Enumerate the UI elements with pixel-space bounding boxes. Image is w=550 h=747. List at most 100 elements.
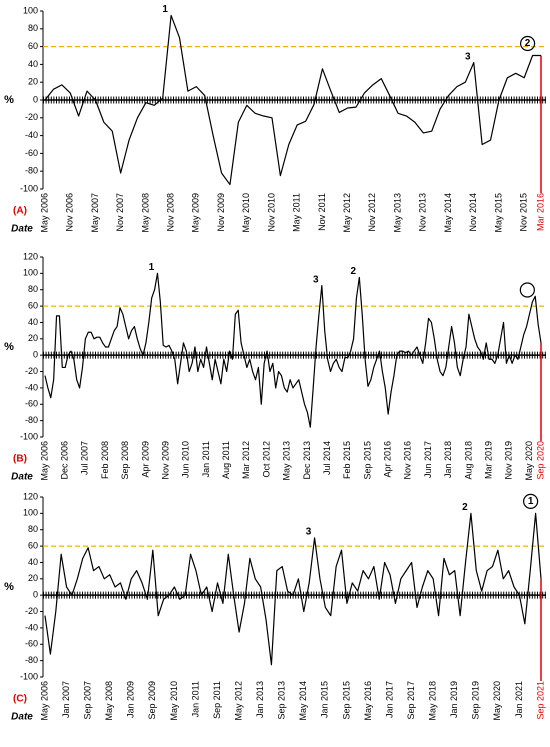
x-tick-label: Jan 2007 xyxy=(61,681,71,718)
x-tick-label: May 2016 xyxy=(363,681,373,721)
x-tick-label: Jan 2015 xyxy=(320,681,330,718)
x-tick-label: Aug 2018 xyxy=(463,441,473,480)
x-tick-label: Sep 2019 xyxy=(471,681,481,720)
x-tick-label: Nov 2013 xyxy=(418,193,428,232)
x-tick-label: Dec 2013 xyxy=(302,441,312,480)
y-tick-label: 60 xyxy=(28,540,38,550)
y-tick-label: 80 xyxy=(28,284,38,294)
x-tick-label: Nov 2016 xyxy=(403,441,413,480)
panel-label: (C) xyxy=(13,694,27,705)
x-tick-label: May 2006 xyxy=(39,193,49,233)
x-tick-label: May 2010 xyxy=(241,193,251,233)
x-tick-label: May 2006 xyxy=(39,441,49,481)
x-tick-label: Sep 2015 xyxy=(362,441,372,480)
x-tick-label: Nov 2014 xyxy=(468,193,478,232)
y-tick-label: -80 xyxy=(25,166,38,176)
y-tick-label: -20 xyxy=(25,366,38,376)
x-axis-label: Date xyxy=(11,712,33,723)
annotation: 2 xyxy=(462,502,468,513)
x-tick-label: Sep 2011 xyxy=(212,681,222,719)
x-tick-label: Sep 2017 xyxy=(406,681,416,720)
y-tick-label: -80 xyxy=(25,415,38,425)
x-tick-label: Jan 2019 xyxy=(449,681,459,718)
y-tick-label: 120 xyxy=(23,251,38,261)
x-tick-label: May 2020 xyxy=(492,681,502,721)
x-tick-label: Nov 2006 xyxy=(65,193,75,232)
y-tick-label: -60 xyxy=(25,399,38,409)
y-tick-label: 20 xyxy=(28,77,38,87)
x-tick-label: May 2010 xyxy=(169,681,179,721)
y-tick-label: 20 xyxy=(28,573,38,583)
x-tick-label: Nov 2009 xyxy=(160,441,170,480)
x-tick-label: Sep 2007 xyxy=(83,681,93,720)
x-tick-label: Sep 2009 xyxy=(147,681,157,720)
y-tick-label: -20 xyxy=(25,606,38,616)
x-tick-label: Nov 2015 xyxy=(519,193,529,232)
x-tick-label: Apr 2009 xyxy=(140,441,150,478)
y-tick-label: 80 xyxy=(28,524,38,534)
y-axis-label: % xyxy=(4,94,14,106)
x-tick-label: Feb 2008 xyxy=(100,441,110,479)
y-tick-label: 100 xyxy=(23,5,38,15)
x-tick-label: Jul 2014 xyxy=(322,441,332,475)
x-tick-label: Sep 2020 xyxy=(535,441,545,480)
annotation: 3 xyxy=(465,51,471,62)
y-tick-label: -40 xyxy=(25,622,38,632)
x-tick-label: May 2009 xyxy=(191,193,201,233)
x-tick-label: Nov 2012 xyxy=(367,193,377,232)
x-tick-label: May 2011 xyxy=(292,193,302,232)
x-tick-label: Mar 2012 xyxy=(241,441,251,479)
y-tick-label: -40 xyxy=(25,382,38,392)
annotation-circle xyxy=(523,493,539,509)
annotation: 1 xyxy=(528,496,534,507)
y-tick-label: 40 xyxy=(28,317,38,327)
y-axis-label: % xyxy=(4,341,14,353)
x-tick-label: Jan 2009 xyxy=(126,681,136,718)
x-tick-label: Aug 2011 xyxy=(221,441,231,479)
x-tick-label: May 2006 xyxy=(39,681,49,721)
annotation: 2 xyxy=(351,266,357,277)
annotation-circle xyxy=(519,35,536,52)
x-tick-label: Sep 2015 xyxy=(341,681,351,720)
x-tick-label: May 2014 xyxy=(443,193,453,233)
y-tick-label: -20 xyxy=(25,112,38,122)
series-line xyxy=(44,272,542,428)
x-tick-label: May 2020 xyxy=(524,441,534,481)
x-tick-label: Mar 2016 xyxy=(535,193,545,231)
x-axis-label: Date xyxy=(11,224,33,235)
x-tick-label: Jan 2017 xyxy=(384,681,394,718)
x-tick-label: May 2007 xyxy=(90,193,100,233)
annotation: 1 xyxy=(149,262,155,273)
x-tick-label: Nov 2011 xyxy=(317,193,327,231)
y-tick-label: -100 xyxy=(20,431,38,441)
y-tick-label: 0 xyxy=(33,350,38,360)
annotation: 1 xyxy=(162,4,168,15)
y-tick-label: 60 xyxy=(28,41,38,51)
x-tick-label: Sep 2013 xyxy=(277,681,287,720)
y-tick-label: 60 xyxy=(28,300,38,310)
x-tick-label: May 2012 xyxy=(233,681,243,721)
x-tick-label: Mar 2019 xyxy=(483,441,493,479)
x-tick-label: Sep 2021 xyxy=(535,681,545,720)
y-tick-label: -60 xyxy=(25,148,38,158)
x-tick-label: May 2015 xyxy=(493,193,503,233)
x-tick-label: Jan 2018 xyxy=(443,441,453,478)
x-tick-label: Jan 2011 xyxy=(190,681,200,717)
series-line xyxy=(44,512,542,666)
y-tick-label: 0 xyxy=(33,590,38,600)
series-line xyxy=(44,14,541,186)
y-tick-label: 100 xyxy=(23,268,38,278)
x-tick-label: Jan 2021 xyxy=(514,681,524,718)
y-tick-label: 120 xyxy=(23,491,38,501)
annotation: 3 xyxy=(306,527,312,538)
annotation-circle xyxy=(519,282,535,298)
x-tick-label: Nov 2008 xyxy=(165,193,175,232)
y-tick-label: -40 xyxy=(25,130,38,140)
y-tick-label: -100 xyxy=(20,183,38,193)
x-tick-label: Jan 2013 xyxy=(255,681,265,718)
panel-label: (B) xyxy=(13,454,27,465)
x-tick-label: Jul 2007 xyxy=(80,441,90,475)
x-tick-label: May 2014 xyxy=(298,681,308,721)
y-tick-label: 0 xyxy=(33,94,38,104)
